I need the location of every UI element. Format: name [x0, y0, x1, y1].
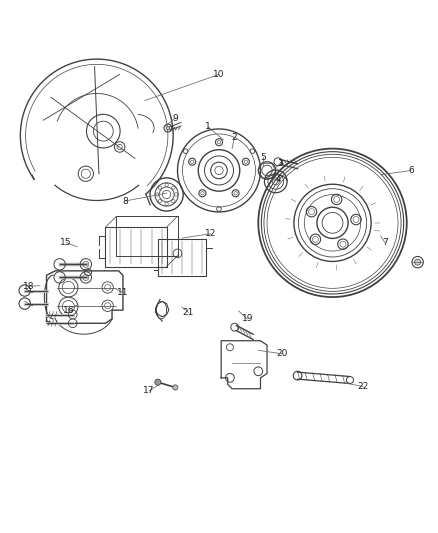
- Circle shape: [166, 126, 170, 130]
- Text: 4: 4: [275, 175, 281, 184]
- Text: 12: 12: [205, 229, 216, 238]
- Circle shape: [155, 379, 161, 385]
- Text: 18: 18: [23, 281, 35, 290]
- Text: 11: 11: [117, 288, 129, 297]
- Text: 21: 21: [183, 308, 194, 317]
- Text: 15: 15: [60, 238, 72, 247]
- Text: 9: 9: [173, 114, 178, 123]
- Text: 1: 1: [205, 122, 211, 131]
- Text: 19: 19: [242, 314, 253, 324]
- Text: 7: 7: [382, 238, 388, 247]
- Text: 22: 22: [357, 382, 369, 391]
- Text: 3: 3: [277, 159, 283, 168]
- Circle shape: [173, 385, 178, 390]
- Text: 6: 6: [408, 166, 414, 175]
- Circle shape: [415, 259, 421, 265]
- Text: 10: 10: [213, 70, 225, 79]
- Text: 8: 8: [122, 197, 128, 206]
- Text: 2: 2: [231, 133, 237, 142]
- Text: 17: 17: [143, 386, 155, 395]
- Text: 5: 5: [260, 153, 265, 162]
- Text: 16: 16: [63, 305, 74, 314]
- Text: 20: 20: [277, 349, 288, 358]
